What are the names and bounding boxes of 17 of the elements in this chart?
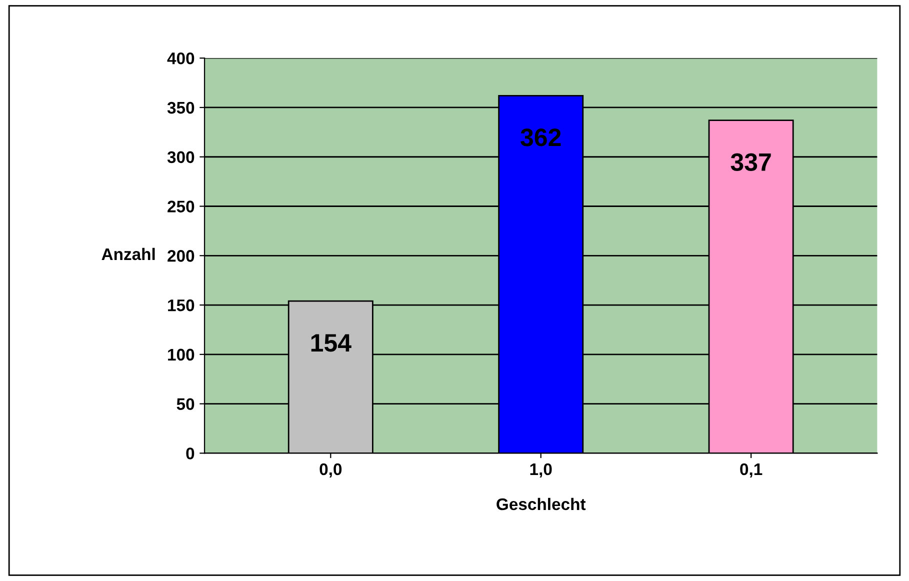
y-tick-label: 300 <box>167 151 194 164</box>
y-tick-label: 200 <box>168 250 194 262</box>
x-axis-title: Geschlecht <box>496 498 586 510</box>
data-label: 154 <box>311 334 352 352</box>
y-tick-label: 400 <box>167 52 194 64</box>
y-axis-title: Anzahl <box>102 248 155 260</box>
y-tick-label: 150 <box>168 299 194 312</box>
y-tick-label: 250 <box>168 200 194 212</box>
y-tick-label: 0 <box>186 448 194 460</box>
x-tick-label: 0,1 <box>740 463 762 478</box>
y-tick-label: 350 <box>167 102 194 114</box>
x-tick-label: 1,0 <box>530 463 552 478</box>
x-tick-label: 0,0 <box>320 463 342 478</box>
data-label: 362 <box>520 128 561 146</box>
y-tick-label: 50 <box>176 398 194 410</box>
data-label: 337 <box>730 153 771 171</box>
y-tick-label: 100 <box>168 348 194 361</box>
